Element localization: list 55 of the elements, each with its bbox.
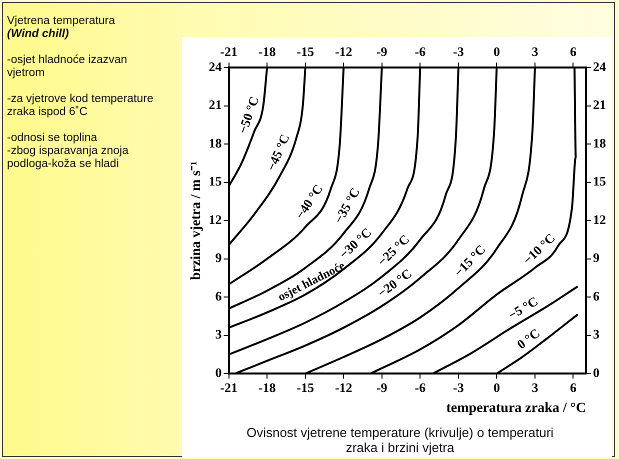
text: −15 °C <box>450 242 488 280</box>
x-tick-label: -21 <box>220 380 238 395</box>
y2-tick-label: 9 <box>593 250 600 266</box>
y-tick-label: 9 <box>215 250 222 266</box>
text: Ovisnost vjetrene temperature (krivulje) o temperaturi zraka i brzini vjetra <box>245 425 555 455</box>
y-tick-label: 6 <box>215 288 222 304</box>
x2-tick-label: -15 <box>296 44 314 60</box>
x-tick-label: -18 <box>258 380 276 395</box>
y-tick-label: 21 <box>208 97 222 112</box>
y-tick-label: 3 <box>215 326 222 342</box>
y2-tick-label: 24 <box>593 58 606 74</box>
x-tick-label: -12 <box>334 380 352 395</box>
text: -osjet hladnoće izazvan vjetrom <box>7 54 128 80</box>
text: −30 °C <box>336 224 374 262</box>
text: −40 °C <box>292 182 326 222</box>
y2-tick-label: 18 <box>593 135 606 150</box>
x2-tick-label: 0 <box>493 44 500 60</box>
text: -za vjetrove kod temperature zraka ispod 6˚C <box>7 93 154 119</box>
x-tick-label: 3 <box>532 380 539 395</box>
x-tick-label: -15 <box>296 380 314 395</box>
text: −35 °C <box>330 185 363 226</box>
x-tick-label: -6 <box>414 380 426 395</box>
y-tick-label: 24 <box>208 58 222 74</box>
text: Vjetrena temperatura <box>7 15 116 27</box>
y2-tick-label: 12 <box>593 212 606 227</box>
y-tick-label: 18 <box>208 135 222 150</box>
y-tick-label: 15 <box>208 174 222 189</box>
y2-tick-label: 0 <box>593 364 600 380</box>
x-tick-label: 0 <box>493 380 500 395</box>
y2-tick-label: 3 <box>593 326 600 342</box>
x2-tick-label: -21 <box>220 44 238 60</box>
y2-tick-label: 21 <box>593 97 606 112</box>
text: −50 °C <box>234 94 262 136</box>
text: −5 °C <box>505 293 540 323</box>
text: (Wind chill) <box>7 28 69 40</box>
x2-tick-label: -6 <box>414 44 426 60</box>
x-tick-label: -9 <box>376 380 388 395</box>
x-axis-title: temperatura zraka / °C <box>446 401 586 416</box>
y-axis-title: brzina vjetra / m s⁻¹ <box>189 161 204 280</box>
y-tick-label: 0 <box>215 364 222 380</box>
text: −10 °C <box>520 230 558 268</box>
x2-tick-label: 6 <box>570 44 577 60</box>
x2-tick-label: -9 <box>376 44 388 60</box>
text: −45 °C <box>263 132 292 173</box>
y2-tick-label: 15 <box>593 174 606 189</box>
x2-tick-label: -18 <box>258 44 276 60</box>
x2-tick-label: -12 <box>334 44 352 60</box>
x2-tick-label: 3 <box>532 44 539 60</box>
y-tick-label: 12 <box>208 212 222 227</box>
x-tick-label: 6 <box>570 380 577 395</box>
text: 0 °C <box>514 325 543 352</box>
text: -odnosi se toplina -zbog isparavanja znoja podloga-koža se hladi <box>7 132 130 171</box>
x-tick-label: -3 <box>453 380 464 395</box>
y2-tick-label: 6 <box>593 288 600 304</box>
x2-tick-label: -3 <box>453 44 464 60</box>
